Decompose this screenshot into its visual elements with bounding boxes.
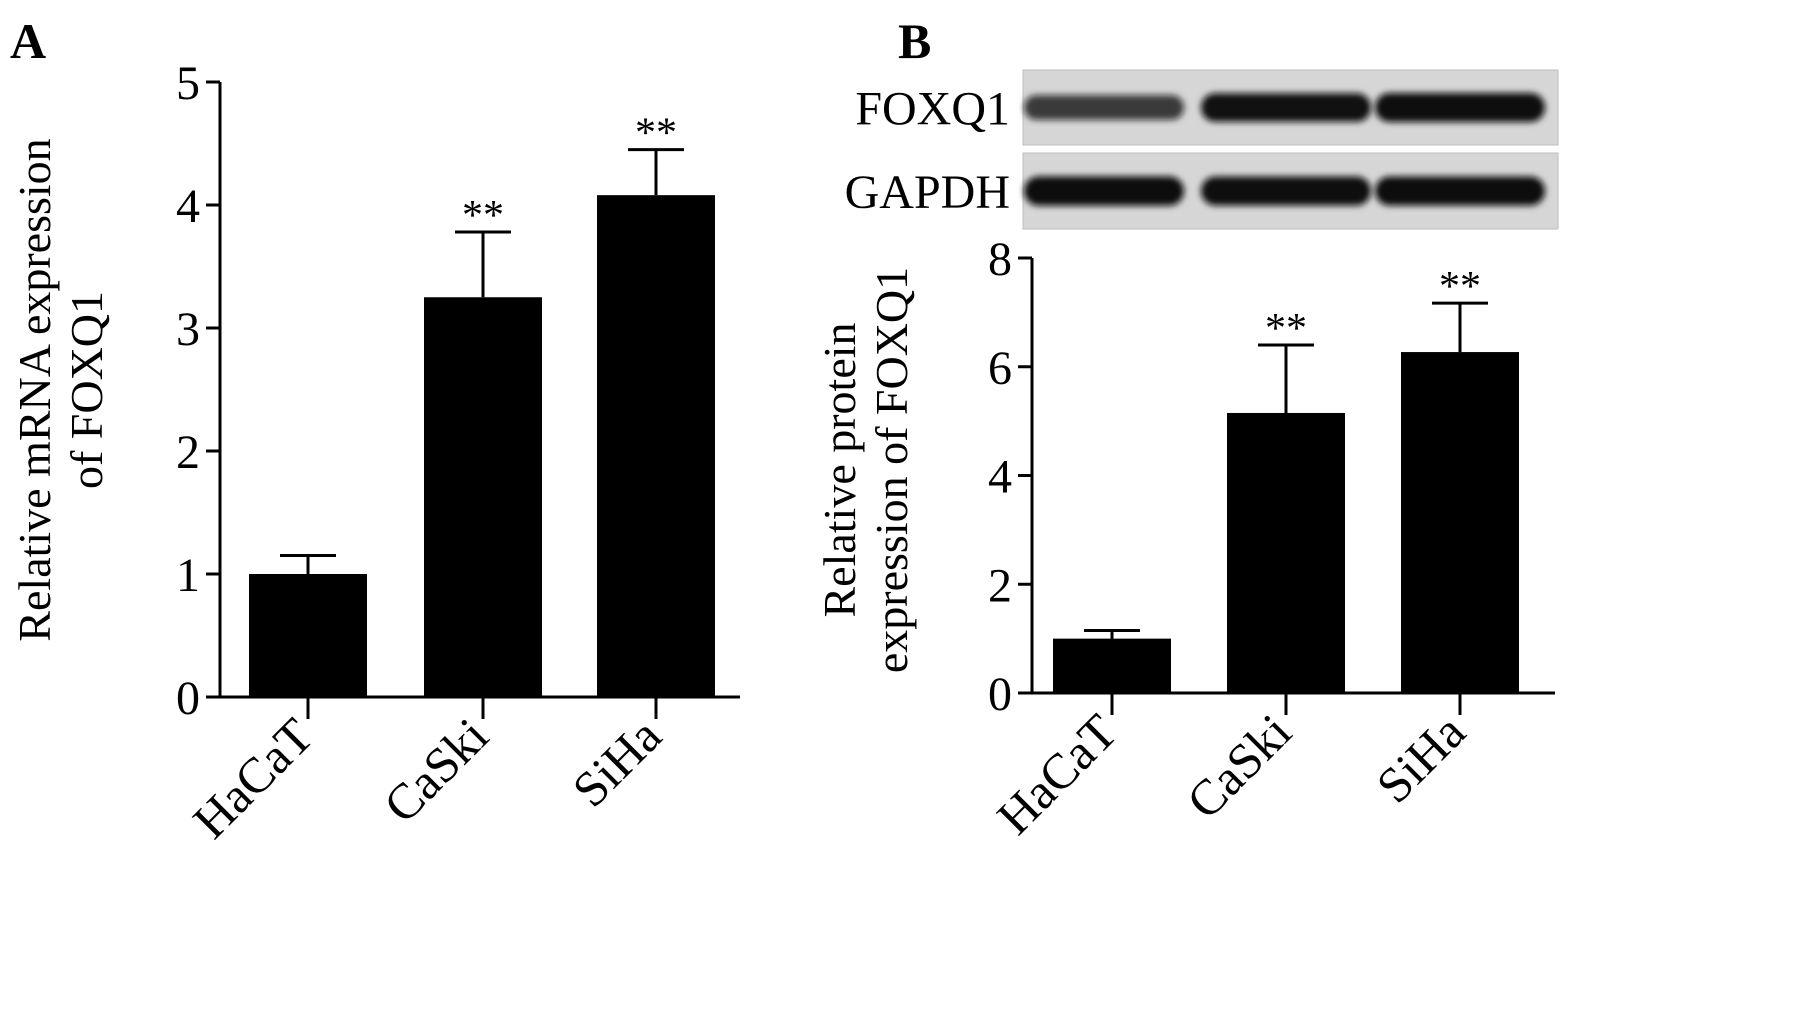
chart-b-x-tick-label: HaCaT (986, 703, 1128, 845)
chart-a-significance-label: ** (462, 193, 504, 239)
chart-a-y-tick-label: 5 (176, 57, 200, 110)
chart-b-significance-label: ** (1265, 306, 1307, 352)
blot-label-foxq1: FOXQ1 (855, 83, 1010, 136)
chart-a-bar-hacat (249, 574, 367, 697)
chart-b-bar-hacat (1053, 638, 1171, 693)
chart-b-y-tick-label: 6 (988, 342, 1012, 395)
chart-a-y-axis-title-line: of FOXQ1 (61, 291, 112, 489)
chart-b-y-axis-title-line: expression of FOXQ1 (866, 267, 917, 673)
blot-band (1375, 176, 1545, 206)
chart-a-y-tick-label: 4 (176, 180, 200, 233)
chart-a-y-tick-label: 3 (176, 303, 200, 356)
chart-a-x-tick-label: CaSki (373, 707, 499, 833)
chart-a-significance-label: ** (635, 111, 677, 157)
blot-band (1024, 95, 1184, 120)
blot-band (1024, 176, 1184, 206)
chart-b-y-tick-label: 4 (988, 451, 1012, 504)
chart-b-bar-siha (1401, 352, 1519, 693)
chart-b-x-tick-label: SiHa (1365, 703, 1475, 813)
blot-label-gapdh: GAPDH (845, 166, 1010, 219)
chart-b-y-tick-label: 2 (988, 559, 1012, 612)
panel-label-b: B (898, 13, 931, 69)
chart-b-bar-caski (1227, 412, 1345, 693)
chart-b-y-axis-title-line: Relative protein (814, 322, 865, 617)
chart-a-x-tick-label: HaCaT (182, 707, 324, 849)
chart-a-x-tick-label: SiHa (561, 707, 671, 817)
chart-b-y-axis-title: Relative proteinexpression of FOXQ1 (814, 267, 917, 673)
chart-a-y-axis-title: Relative mRNA expressionof FOXQ1 (9, 138, 112, 641)
chart-a-bar-caski (424, 297, 542, 697)
blot-band (1375, 93, 1545, 122)
chart-a-y-tick-label: 2 (176, 426, 200, 479)
chart-b-y-tick-label: 0 (988, 668, 1012, 721)
chart-a-y-axis-title-line: Relative mRNA expression (9, 138, 60, 641)
chart-b-significance-label: ** (1439, 264, 1481, 310)
blot-band (1201, 93, 1371, 122)
chart-a-bar-siha (597, 195, 715, 697)
chart-a-y-tick-label: 1 (176, 549, 200, 602)
chart-a: 0 1 2 3 4 5 Relative mRNA expressionof FOXQ1 Ha… (9, 57, 740, 849)
chart-b-y-tick-label: 8 (988, 233, 1012, 286)
chart-a-y-tick-label: 0 (176, 672, 200, 725)
chart-b: 0 2 4 6 8 Relative proteinexpression of FOXQ1… (814, 233, 1555, 845)
panel-label-a: A (10, 13, 46, 69)
blot-band (1201, 176, 1371, 206)
chart-b-x-tick-label: CaSki (1176, 703, 1302, 829)
western-blot: FOXQ1 GAPDH (845, 69, 1559, 230)
